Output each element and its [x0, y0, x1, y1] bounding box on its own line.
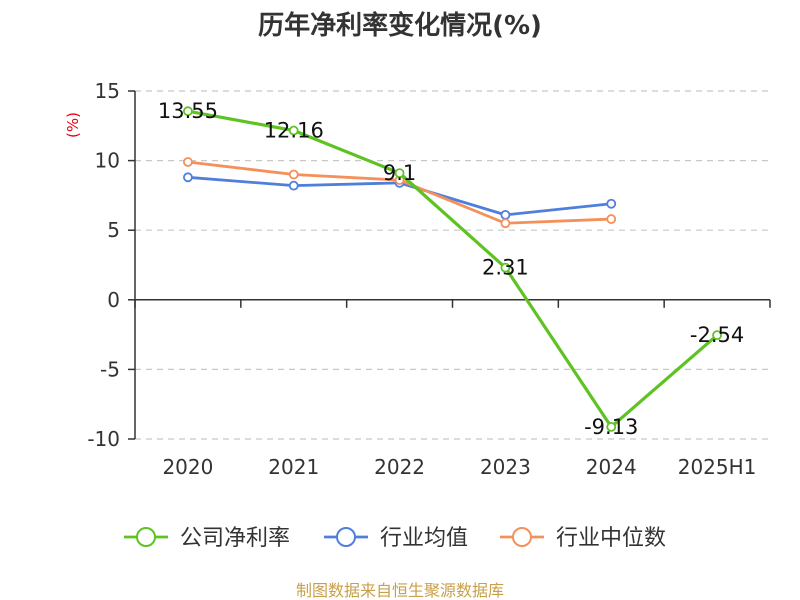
- legend[interactable]: 公司净利率 行业均值 行业中位数: [124, 526, 666, 551]
- legend-item[interactable]: 公司净利率: [124, 526, 290, 551]
- legend-item[interactable]: 行业均值: [324, 526, 468, 551]
- y-tick-label: 0: [107, 288, 120, 312]
- data-point: [183, 172, 193, 183]
- data-point: [288, 180, 299, 191]
- axis-layer: 15 10 5 0 -5 -10 2020 2021 2022 2023 2024 2025H1: [87, 79, 771, 479]
- data-point: [394, 168, 405, 179]
- x-tick-label: 2021: [268, 455, 319, 479]
- series-layer: [183, 106, 722, 432]
- data-point: [183, 106, 193, 117]
- data-point: [500, 218, 511, 229]
- legend-item[interactable]: 行业中位数: [500, 526, 666, 551]
- data-label: -2.54: [690, 323, 744, 347]
- chart-title: 历年净利率变化情况(%): [258, 10, 542, 41]
- data-label: 2.31: [482, 256, 529, 280]
- data-point: [183, 157, 193, 167]
- data-point: [288, 169, 299, 180]
- legend-label: 行业中位数: [556, 526, 666, 551]
- y-tick-label: -5: [100, 357, 120, 381]
- data-point: [500, 262, 511, 273]
- data-label-layer: 13.55 12.16 9.1 2.31 -9.13 -2.54: [158, 99, 744, 439]
- legend-label: 公司净利率: [180, 526, 290, 551]
- x-tick-label: 2023: [480, 455, 531, 479]
- y-tick-label: 10: [95, 149, 120, 173]
- x-tick-label: 2024: [586, 455, 637, 479]
- y-tick-label: -10: [87, 427, 120, 451]
- data-point: [606, 421, 617, 432]
- legend-label: 行业均值: [380, 526, 468, 551]
- series-line-0: [187, 109, 719, 429]
- x-tick-label: 2020: [162, 455, 213, 479]
- y-tick-label: 15: [95, 79, 120, 103]
- data-point: [606, 198, 617, 209]
- legend-marker: [136, 527, 156, 547]
- data-label: 12.16: [264, 119, 324, 143]
- data-point: [288, 125, 299, 136]
- data-point: [606, 214, 617, 224]
- y-axis-label: (%): [64, 112, 82, 138]
- y-tick-label: 5: [107, 218, 120, 242]
- legend-marker: [336, 527, 356, 547]
- data-source-note: 制图数据来自恒生聚源数据库: [296, 581, 504, 600]
- data-label: -9.13: [584, 415, 638, 439]
- data-label: 13.55: [158, 99, 218, 123]
- x-tick-label: 2025H1: [678, 455, 757, 479]
- data-point: [712, 330, 722, 341]
- grid-layer: [135, 90, 770, 440]
- data-label: 9.1: [383, 161, 416, 185]
- legend-marker: [512, 527, 532, 547]
- data-point: [500, 209, 511, 220]
- x-tick-label: 2022: [374, 455, 425, 479]
